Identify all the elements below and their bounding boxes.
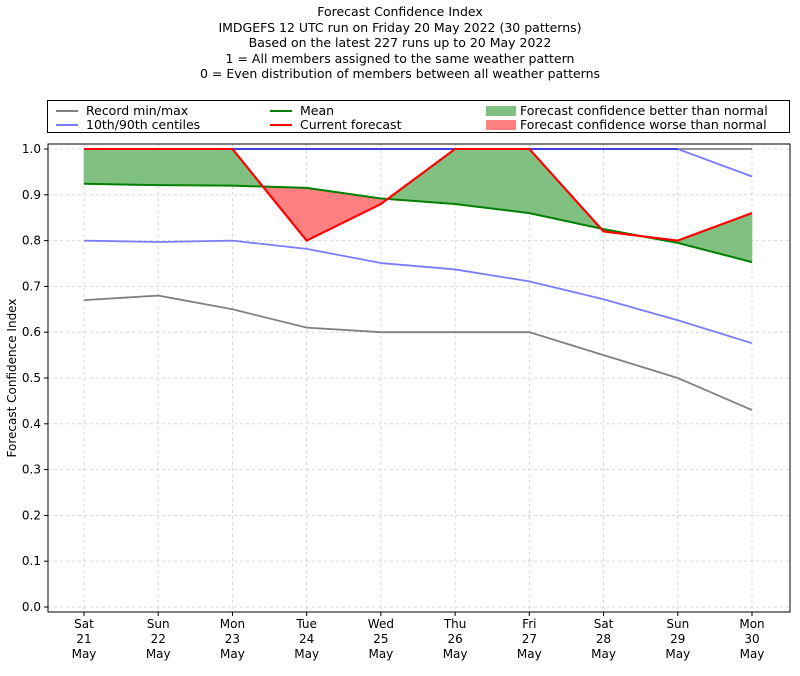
y-tick-label: 0.9: [22, 188, 41, 202]
x-tick-label: 24: [299, 632, 314, 646]
legend-label-mean: Mean: [300, 103, 335, 118]
x-tick-label: 23: [225, 632, 240, 646]
x-tick-label: May: [443, 647, 468, 661]
legend-swatch-better: [486, 105, 516, 116]
legend-label-centiles: 10th/90th centiles: [86, 117, 201, 132]
legend-item-current: Current forecast: [270, 117, 401, 132]
y-tick-label: 0.5: [22, 371, 41, 385]
y-tick-label: 1.0: [22, 142, 41, 156]
x-tick-label: Mon: [739, 617, 764, 631]
x-tick-label: 29: [670, 632, 685, 646]
chart-subtitle-4: 0 = Even distribution of members between…: [199, 66, 601, 81]
chart-legend: Record min/max 10th/90th centiles Mean C…: [47, 100, 790, 133]
x-tick-label: 21: [76, 632, 91, 646]
series-line-current-top: [84, 148, 753, 242]
x-tick-label: Sun: [147, 617, 170, 631]
legend-swatch-centiles: [56, 123, 78, 126]
x-tick-label: May: [220, 647, 245, 661]
y-tick-label: 0.0: [22, 600, 41, 614]
x-tick-label: Sun: [666, 617, 689, 631]
y-tick-label: 0.3: [22, 463, 41, 477]
legend-label-current: Current forecast: [300, 117, 402, 132]
x-tick-label: May: [591, 647, 616, 661]
x-tick-label: May: [517, 647, 542, 661]
chart-subtitle-3: 1 = All members assigned to the same wea…: [225, 50, 575, 66]
fill-better: [454, 148, 530, 214]
fill-better: [677, 212, 753, 263]
y-tick-label: 0.2: [22, 508, 41, 522]
x-tick-label: May: [665, 647, 690, 661]
series-line-record-min: [83, 294, 753, 411]
y-tick-label: 0.1: [22, 554, 41, 568]
legend-item-worse: Forecast confidence worse than normal: [486, 117, 767, 132]
legend-swatch-record: [56, 109, 78, 112]
x-tick-label: May: [146, 647, 171, 661]
legend-swatch-current: [270, 123, 292, 126]
x-tick-label: Sat: [594, 617, 614, 631]
x-tick-label: 27: [522, 632, 537, 646]
x-tick-label: May: [294, 647, 319, 661]
y-tick-label: 0.7: [22, 279, 41, 293]
series-line-p10: [83, 239, 753, 345]
x-tick-label: May: [72, 647, 97, 661]
x-tick-label: Sat: [74, 617, 94, 631]
y-tick-label: 0.4: [22, 417, 41, 431]
series-lines: [83, 148, 753, 411]
legend-label-record: Record min/max: [86, 103, 189, 118]
legend-item-mean: Mean: [270, 103, 334, 118]
chart-subtitle-2: Based on the latest 227 runs up to 20 Ma…: [248, 35, 552, 50]
legend-label-worse: Forecast confidence worse than normal: [520, 117, 767, 132]
x-tick-label: May: [368, 647, 393, 661]
y-axis-label: Forecast Confidence Index: [5, 299, 19, 458]
x-tick-label: Mon: [220, 617, 245, 631]
x-tick-label: Thu: [443, 617, 467, 631]
x-tick-label: Wed: [368, 617, 394, 631]
x-ticks: Sat21MaySun22MayMon23MayTue24MayWed25May…: [72, 612, 765, 661]
x-tick-label: 25: [373, 632, 388, 646]
chart-subtitle-1: IMDGEFS 12 UTC run on Friday 20 May 2022…: [218, 19, 582, 35]
x-tick-label: 26: [447, 632, 462, 646]
legend-swatch-mean: [270, 109, 292, 112]
legend-label-better: Forecast confidence better than normal: [520, 103, 768, 118]
y-tick-label: 0.6: [22, 325, 41, 339]
legend-item-better: Forecast confidence better than normal: [486, 103, 768, 118]
chart-title-block: Forecast Confidence Index IMDGEFS 12 UTC…: [0, 4, 800, 82]
x-tick-label: Fri: [522, 617, 536, 631]
x-tick-label: Tue: [295, 617, 317, 631]
fill-better: [157, 148, 233, 186]
legend-swatch-worse: [486, 119, 516, 130]
y-tick-label: 0.8: [22, 234, 41, 248]
chart-title: Forecast Confidence Index: [317, 4, 483, 19]
y-ticks: 0.0 0.1 0.2 0.3 0.4 0.5 0.6 0.7 0.8 0.9 1.0: [22, 142, 48, 614]
x-tick-label: 30: [744, 632, 759, 646]
x-tick-label: 28: [596, 632, 611, 646]
x-tick-label: 22: [151, 632, 166, 646]
legend-item-record: Record min/max: [56, 103, 188, 118]
fill-better: [83, 148, 159, 186]
x-tick-label: May: [740, 647, 765, 661]
fill-worse: [306, 187, 382, 242]
fill-areas: [83, 148, 753, 263]
legend-item-centiles: 10th/90th centiles: [56, 117, 200, 132]
